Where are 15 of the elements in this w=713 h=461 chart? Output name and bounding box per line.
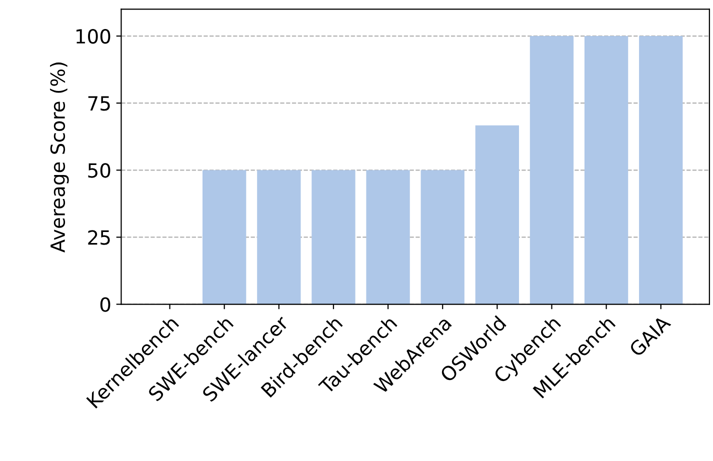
y-tick-label: 0 (100, 297, 110, 312)
bar (202, 170, 246, 304)
bar (420, 170, 464, 304)
bar (312, 170, 356, 304)
bar (639, 36, 683, 304)
bar (366, 170, 410, 304)
y-tick-label: 100 (76, 29, 110, 44)
bar (530, 36, 574, 304)
bar (475, 125, 519, 304)
y-tick-label: 75 (88, 96, 110, 111)
bar (584, 36, 628, 304)
y-tick-label: 25 (88, 230, 110, 245)
y-axis-title: Avereage Score (%) (50, 62, 69, 253)
bar (257, 170, 301, 304)
y-tick-label: 50 (88, 163, 110, 178)
